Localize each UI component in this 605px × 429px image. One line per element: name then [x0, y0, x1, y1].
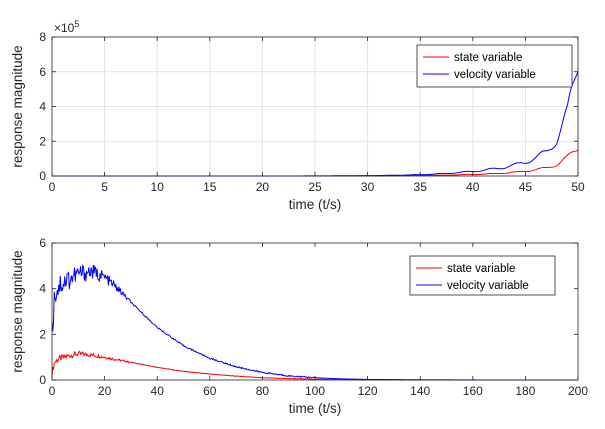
legend-label-state-variable: state variable: [447, 263, 515, 275]
x-tick-label: 200: [568, 384, 588, 398]
x-tick-label: 100: [305, 384, 325, 398]
x-tick-label: 0: [49, 180, 56, 194]
top-plot: 0 5 10 15 20 25 30 35 40 45 50 0 2 4 6 8 ×105 time (t/s) r…: [10, 19, 585, 212]
legend-label-state-variable: state variable: [454, 52, 522, 64]
legend-box: [409, 255, 556, 296]
y-tick-label: 4: [39, 100, 46, 114]
y-tick-label: 4: [39, 282, 46, 296]
x-tick-label: 15: [203, 180, 217, 194]
x-tick-label: 20: [98, 384, 112, 398]
x-tick-label: 45: [519, 180, 533, 194]
x-tick-label: 20: [256, 180, 270, 194]
x-tick-label: 50: [571, 180, 585, 194]
x-tick-label: 60: [203, 384, 217, 398]
x-tick-label: 120: [358, 384, 378, 398]
bottom-plot: 0 20 40 60 80 100 120 140 160 180 200 0 2 4 6 time (t/s…: [10, 236, 588, 416]
y-axis-label: response magnitude: [10, 45, 25, 167]
y-exponent-power: 5: [74, 19, 79, 29]
y-tick-label: 0: [39, 373, 46, 387]
y-exponent-label: ×105: [54, 19, 79, 35]
y-tick-label: 8: [39, 30, 46, 44]
y-tick-label: 6: [39, 236, 46, 250]
y-tick-label: 0: [39, 169, 46, 183]
x-tick-label: 180: [515, 384, 535, 398]
y-tick-label: 2: [39, 327, 46, 341]
x-tick-label: 40: [151, 384, 165, 398]
x-tick-label: 25: [308, 180, 322, 194]
legend-box: [416, 44, 573, 88]
x-axis-label: time (t/s): [289, 197, 342, 212]
x-tick-label: 140: [410, 384, 430, 398]
x-tick-label: 35: [414, 180, 428, 194]
y-tick-label: 2: [39, 134, 46, 148]
y-axis-label: response magnitude: [10, 250, 25, 372]
x-tick-label: 160: [463, 384, 483, 398]
x-tick-label: 40: [466, 180, 480, 194]
x-tick-label: 0: [49, 384, 56, 398]
legend-label-velocity-variable: velocity variable: [447, 280, 529, 292]
x-axis-label: time (t/s): [289, 401, 342, 416]
x-tick-label: 30: [361, 180, 375, 194]
legend-label-velocity-variable: velocity variable: [454, 69, 536, 81]
y-tick-label: 6: [39, 65, 46, 79]
x-tick-label: 80: [256, 384, 270, 398]
x-tick-label: 10: [151, 180, 165, 194]
x-tick-label: 5: [101, 180, 108, 194]
